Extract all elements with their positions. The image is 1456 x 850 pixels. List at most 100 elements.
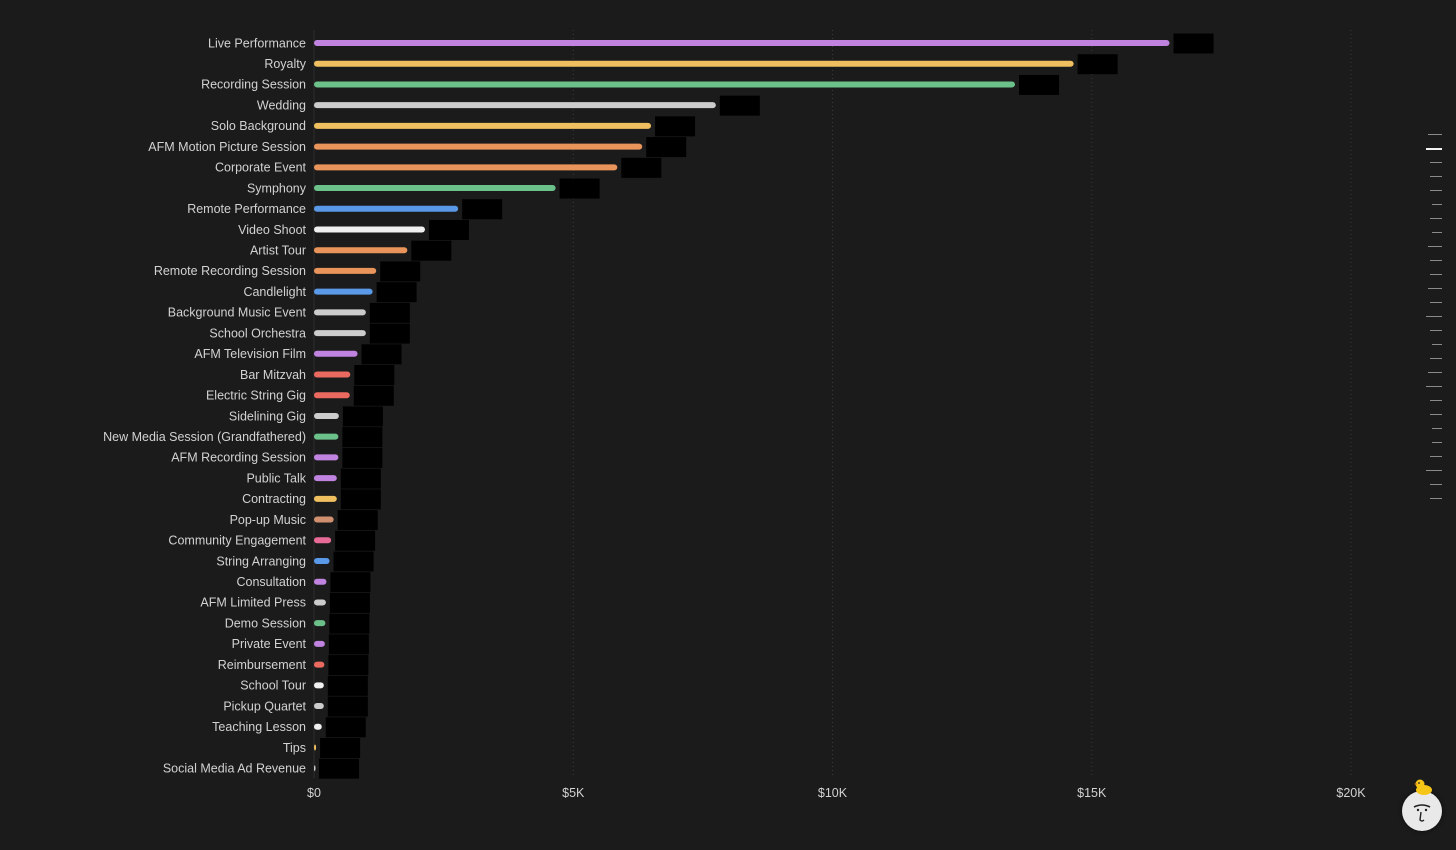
scroll-nav-marker[interactable]	[1420, 394, 1444, 408]
category-label: Public Talk	[246, 471, 306, 485]
data-label-redacted	[329, 613, 370, 634]
bar	[314, 247, 408, 254]
data-label-redacted	[655, 116, 696, 137]
data-label-redacted	[462, 199, 503, 220]
scroll-nav-marker[interactable]	[1420, 226, 1444, 240]
scroll-nav-marker[interactable]	[1420, 142, 1444, 156]
category-label: Sidelining Gig	[229, 409, 306, 423]
data-label-redacted	[376, 282, 417, 303]
bar	[314, 412, 339, 419]
bar	[314, 40, 1170, 46]
scroll-nav-marker[interactable]	[1420, 212, 1444, 226]
scroll-nav-marker[interactable]	[1420, 296, 1444, 310]
bar	[314, 537, 332, 544]
data-label-redacted	[428, 219, 469, 240]
category-label: Social Media Ad Revenue	[163, 762, 306, 776]
bar	[314, 164, 618, 171]
bar	[314, 392, 350, 399]
category-label: AFM Recording Session	[171, 451, 306, 465]
scroll-navigator[interactable]	[1420, 128, 1444, 506]
scroll-nav-marker[interactable]	[1420, 282, 1444, 296]
bar	[314, 185, 556, 192]
x-tick-label: $0	[307, 786, 321, 800]
category-label: Tips	[283, 741, 306, 755]
data-label-redacted	[559, 178, 600, 199]
scroll-nav-marker[interactable]	[1420, 310, 1444, 324]
category-label: Demo Session	[225, 616, 306, 630]
category-labels: Live Performance Royalty Recording Session…	[103, 36, 307, 775]
category-label: Bar Mitzvah	[240, 368, 306, 382]
category-label: Remote Performance	[187, 202, 306, 216]
bar	[314, 226, 425, 233]
scroll-nav-marker[interactable]	[1420, 254, 1444, 268]
category-label: New Media Session (Grandfathered)	[103, 430, 306, 444]
bar	[314, 102, 716, 109]
bar	[314, 143, 643, 150]
bar	[314, 682, 324, 689]
scroll-nav-marker[interactable]	[1420, 156, 1444, 170]
category-label: Corporate Event	[215, 161, 307, 175]
category-label: Background Music Event	[168, 306, 307, 320]
bar	[314, 620, 326, 627]
category-label: School Orchestra	[209, 326, 306, 340]
assistant-avatar-button[interactable]	[1400, 778, 1446, 834]
bar	[314, 516, 334, 523]
data-label-redacted	[621, 157, 662, 178]
duck-icon	[1414, 779, 1432, 795]
scroll-nav-marker[interactable]	[1420, 324, 1444, 338]
x-tick-label: $10K	[818, 786, 848, 800]
data-label-redacted	[337, 510, 378, 531]
category-label: AFM Motion Picture Session	[148, 140, 306, 154]
bar	[314, 433, 339, 440]
bar	[314, 205, 459, 212]
scroll-nav-marker[interactable]	[1420, 338, 1444, 352]
bar	[314, 744, 317, 751]
bar	[314, 267, 377, 274]
bar	[314, 703, 324, 710]
data-label-redacted	[329, 592, 370, 613]
category-label: Royalty	[264, 57, 306, 71]
scroll-nav-marker[interactable]	[1420, 422, 1444, 436]
data-label-redacted	[340, 468, 381, 489]
scroll-nav-marker[interactable]	[1420, 380, 1444, 394]
data-label-redacted	[719, 95, 760, 116]
data-label-redacted	[342, 427, 383, 448]
data-label-redacted	[333, 551, 374, 572]
category-label: Community Engagement	[168, 534, 306, 548]
scroll-nav-marker[interactable]	[1420, 268, 1444, 282]
x-tick-label: $5K	[562, 786, 585, 800]
scroll-nav-marker[interactable]	[1420, 184, 1444, 198]
grid-lines	[313, 30, 1352, 778]
data-label-redacted	[354, 365, 395, 386]
scroll-nav-marker[interactable]	[1420, 366, 1444, 380]
bar	[314, 81, 1016, 88]
bar	[314, 640, 325, 647]
assistant-avatar-icon	[1402, 791, 1442, 831]
scroll-nav-marker[interactable]	[1420, 408, 1444, 422]
category-label: Pop-up Music	[230, 513, 306, 527]
category-label: AFM Limited Press	[200, 596, 306, 610]
category-label: Contracting	[242, 492, 306, 506]
category-label: Reimbursement	[218, 658, 307, 672]
scroll-nav-marker[interactable]	[1420, 170, 1444, 184]
scroll-nav-marker[interactable]	[1420, 492, 1444, 506]
scroll-nav-marker[interactable]	[1420, 198, 1444, 212]
category-label: Video Shoot	[238, 223, 306, 237]
scroll-nav-marker[interactable]	[1420, 128, 1444, 142]
scroll-nav-marker[interactable]	[1420, 436, 1444, 450]
x-tick-label: $15K	[1077, 786, 1107, 800]
bar	[314, 558, 330, 564]
data-label-redacted	[369, 302, 410, 323]
data-label-redacted	[330, 572, 371, 593]
scroll-nav-marker[interactable]	[1420, 478, 1444, 492]
category-label: String Arranging	[216, 554, 306, 568]
bar	[314, 723, 322, 730]
scroll-nav-marker[interactable]	[1420, 240, 1444, 254]
scroll-nav-marker[interactable]	[1420, 352, 1444, 366]
scroll-nav-marker[interactable]	[1420, 464, 1444, 478]
data-label-redacted	[646, 137, 687, 158]
bar	[314, 60, 1074, 67]
data-label-redacted	[327, 675, 368, 696]
scroll-nav-marker[interactable]	[1420, 450, 1444, 464]
bar	[314, 578, 327, 585]
